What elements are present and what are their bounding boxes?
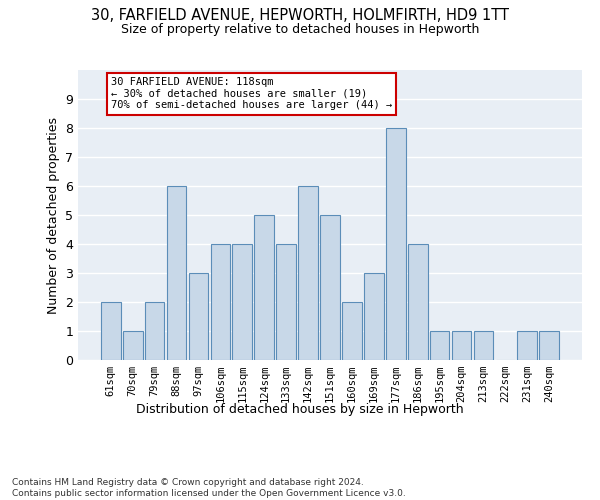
Text: 30 FARFIELD AVENUE: 118sqm
← 30% of detached houses are smaller (19)
70% of semi: 30 FARFIELD AVENUE: 118sqm ← 30% of deta… [111,77,392,110]
Text: Size of property relative to detached houses in Hepworth: Size of property relative to detached ho… [121,22,479,36]
Bar [167,186,187,360]
Bar [145,302,164,360]
Bar [342,302,362,360]
Text: Distribution of detached houses by size in Hepworth: Distribution of detached houses by size … [136,402,464,415]
Bar [254,215,274,360]
Bar [517,331,537,360]
Bar [101,302,121,360]
Bar [276,244,296,360]
Bar [452,331,472,360]
Bar [188,273,208,360]
Text: 30, FARFIELD AVENUE, HEPWORTH, HOLMFIRTH, HD9 1TT: 30, FARFIELD AVENUE, HEPWORTH, HOLMFIRTH… [91,8,509,22]
Bar [123,331,143,360]
Bar [320,215,340,360]
Bar [386,128,406,360]
Bar [473,331,493,360]
Bar [364,273,384,360]
Bar [408,244,428,360]
Bar [211,244,230,360]
Text: Contains HM Land Registry data © Crown copyright and database right 2024.
Contai: Contains HM Land Registry data © Crown c… [12,478,406,498]
Bar [539,331,559,360]
Bar [430,331,449,360]
Y-axis label: Number of detached properties: Number of detached properties [47,116,59,314]
Bar [232,244,252,360]
Bar [298,186,318,360]
